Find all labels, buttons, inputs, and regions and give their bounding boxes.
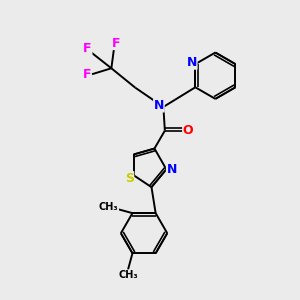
Text: CH₃: CH₃ — [99, 202, 118, 212]
Text: N: N — [154, 99, 164, 112]
Text: F: F — [83, 42, 92, 56]
Text: N: N — [187, 56, 197, 69]
Text: F: F — [82, 68, 91, 81]
Text: S: S — [125, 172, 134, 185]
Text: O: O — [183, 124, 194, 137]
Text: CH₃: CH₃ — [118, 270, 138, 280]
Text: N: N — [167, 163, 177, 176]
Text: F: F — [112, 37, 120, 50]
